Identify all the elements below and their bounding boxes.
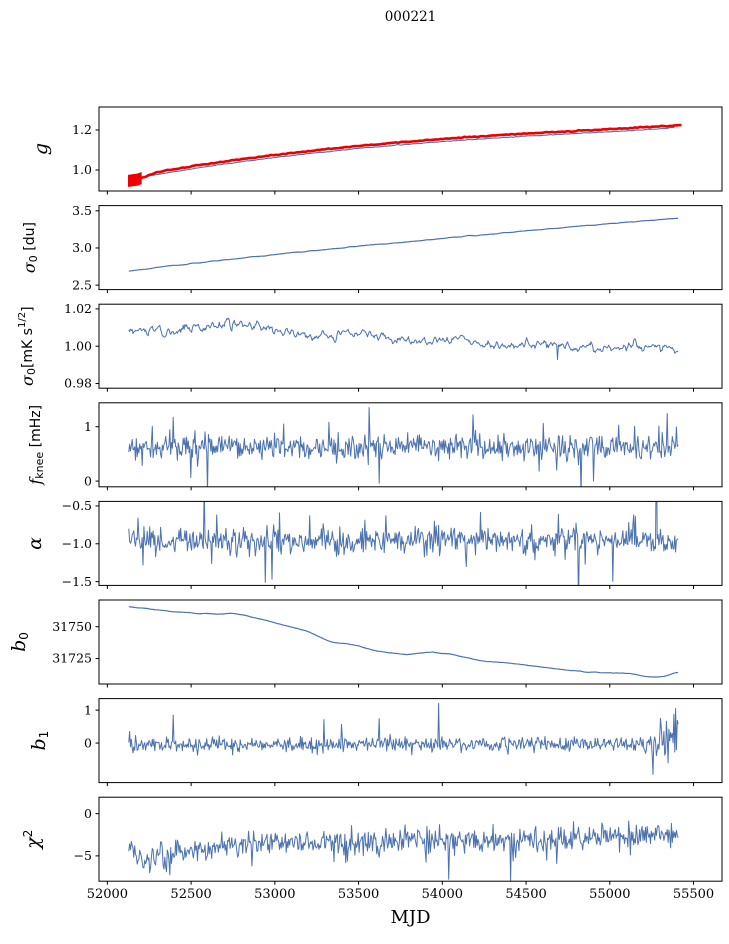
y-tick-label: −1.0	[62, 536, 92, 551]
axes-panel-chi2: 0 −5 52000 52500 53000 53500 54000 54500 55000 55…	[21, 796, 723, 902]
y-tick-label: 1.00	[64, 338, 92, 353]
y-tick-label: 1.2	[72, 122, 92, 137]
axes-panel-f-knee: 0 1 fknee [mHz]	[26, 402, 723, 491]
y-tick-label: 0	[84, 473, 92, 488]
axes-panel-alpha: −0.5 −1.0 −1.5 α	[24, 498, 723, 589]
y-axis-label-chi2: χ2	[21, 830, 45, 851]
series-b1	[128, 702, 679, 775]
y-tick-label: −0.5	[62, 498, 92, 513]
axes-panel-b0: 31725 31750 b0	[8, 599, 723, 688]
errorbars-gain-measured	[128, 172, 142, 187]
y-axis-label-b1: b1	[28, 731, 51, 751]
axes-panel-g: 1.0 1.2 g	[30, 106, 723, 195]
series-sigma0-du	[128, 217, 679, 272]
y-tick-label: 3.5	[72, 203, 92, 218]
y-tick-label: −1.5	[62, 574, 92, 589]
series-b0	[128, 606, 679, 678]
axes-box	[98, 205, 723, 291]
series-gain-measured	[128, 123, 682, 182]
y-tick-label: 0	[84, 735, 92, 750]
axes-box	[98, 303, 723, 389]
y-tick-label: 31750	[52, 619, 92, 634]
y-axis-label-sigma0-mK: σ0[mK s1/2]	[17, 306, 38, 386]
series-sigma0-mK	[128, 317, 679, 361]
y-axis-label-f-knee: fknee [mHz]	[26, 405, 47, 486]
axes-box	[98, 796, 723, 882]
axes-box	[98, 402, 723, 488]
y-tick-label: 31725	[52, 651, 92, 666]
series-chi2	[128, 820, 679, 882]
axes-panel-b1: 0 1 b1	[28, 698, 723, 787]
series-f-knee	[128, 406, 679, 487]
y-tick-label: 1	[84, 419, 92, 434]
x-tick-label: 55000	[589, 887, 630, 902]
figure-title: 000221	[384, 9, 437, 25]
x-tick-label: 53000	[254, 887, 295, 902]
y-tick-label: 3.0	[72, 240, 92, 255]
x-tick-label: 52500	[170, 887, 211, 902]
series-gain-smooth	[128, 126, 675, 181]
y-axis-label-g: g	[30, 143, 52, 155]
x-tick-label: 54000	[422, 887, 463, 902]
y-tick-label: 2.5	[72, 277, 92, 292]
series-alpha	[128, 501, 679, 586]
axes-box	[98, 698, 723, 784]
y-tick-label: −5	[74, 848, 92, 863]
y-axis-label-b0: b0	[8, 632, 31, 652]
y-axis-label-alpha: α	[24, 537, 46, 550]
y-tick-label: 0.98	[64, 376, 92, 391]
x-tick-label: 55500	[673, 887, 714, 902]
x-tick-label: 53500	[338, 887, 379, 902]
y-tick-label: 0	[84, 806, 92, 821]
axes-panel-sigma0-du: 2.5 3.0 3.5 σ0 [du]	[20, 203, 723, 294]
y-axis-label-sigma0-du: σ0 [du]	[20, 222, 41, 273]
x-axis-label: MJD	[390, 907, 431, 928]
axes-box	[98, 106, 723, 192]
x-tick-label: 52000	[87, 887, 128, 902]
axes-box	[98, 599, 723, 685]
x-tick-label: 54500	[505, 887, 546, 902]
y-tick-label: 1.02	[64, 301, 92, 316]
y-tick-label: 1	[84, 702, 92, 717]
axes-panel-sigma0-mK: 0.98 1.00 1.02 σ0[mK s1/2]	[17, 301, 723, 392]
y-tick-label: 1.0	[72, 162, 92, 177]
